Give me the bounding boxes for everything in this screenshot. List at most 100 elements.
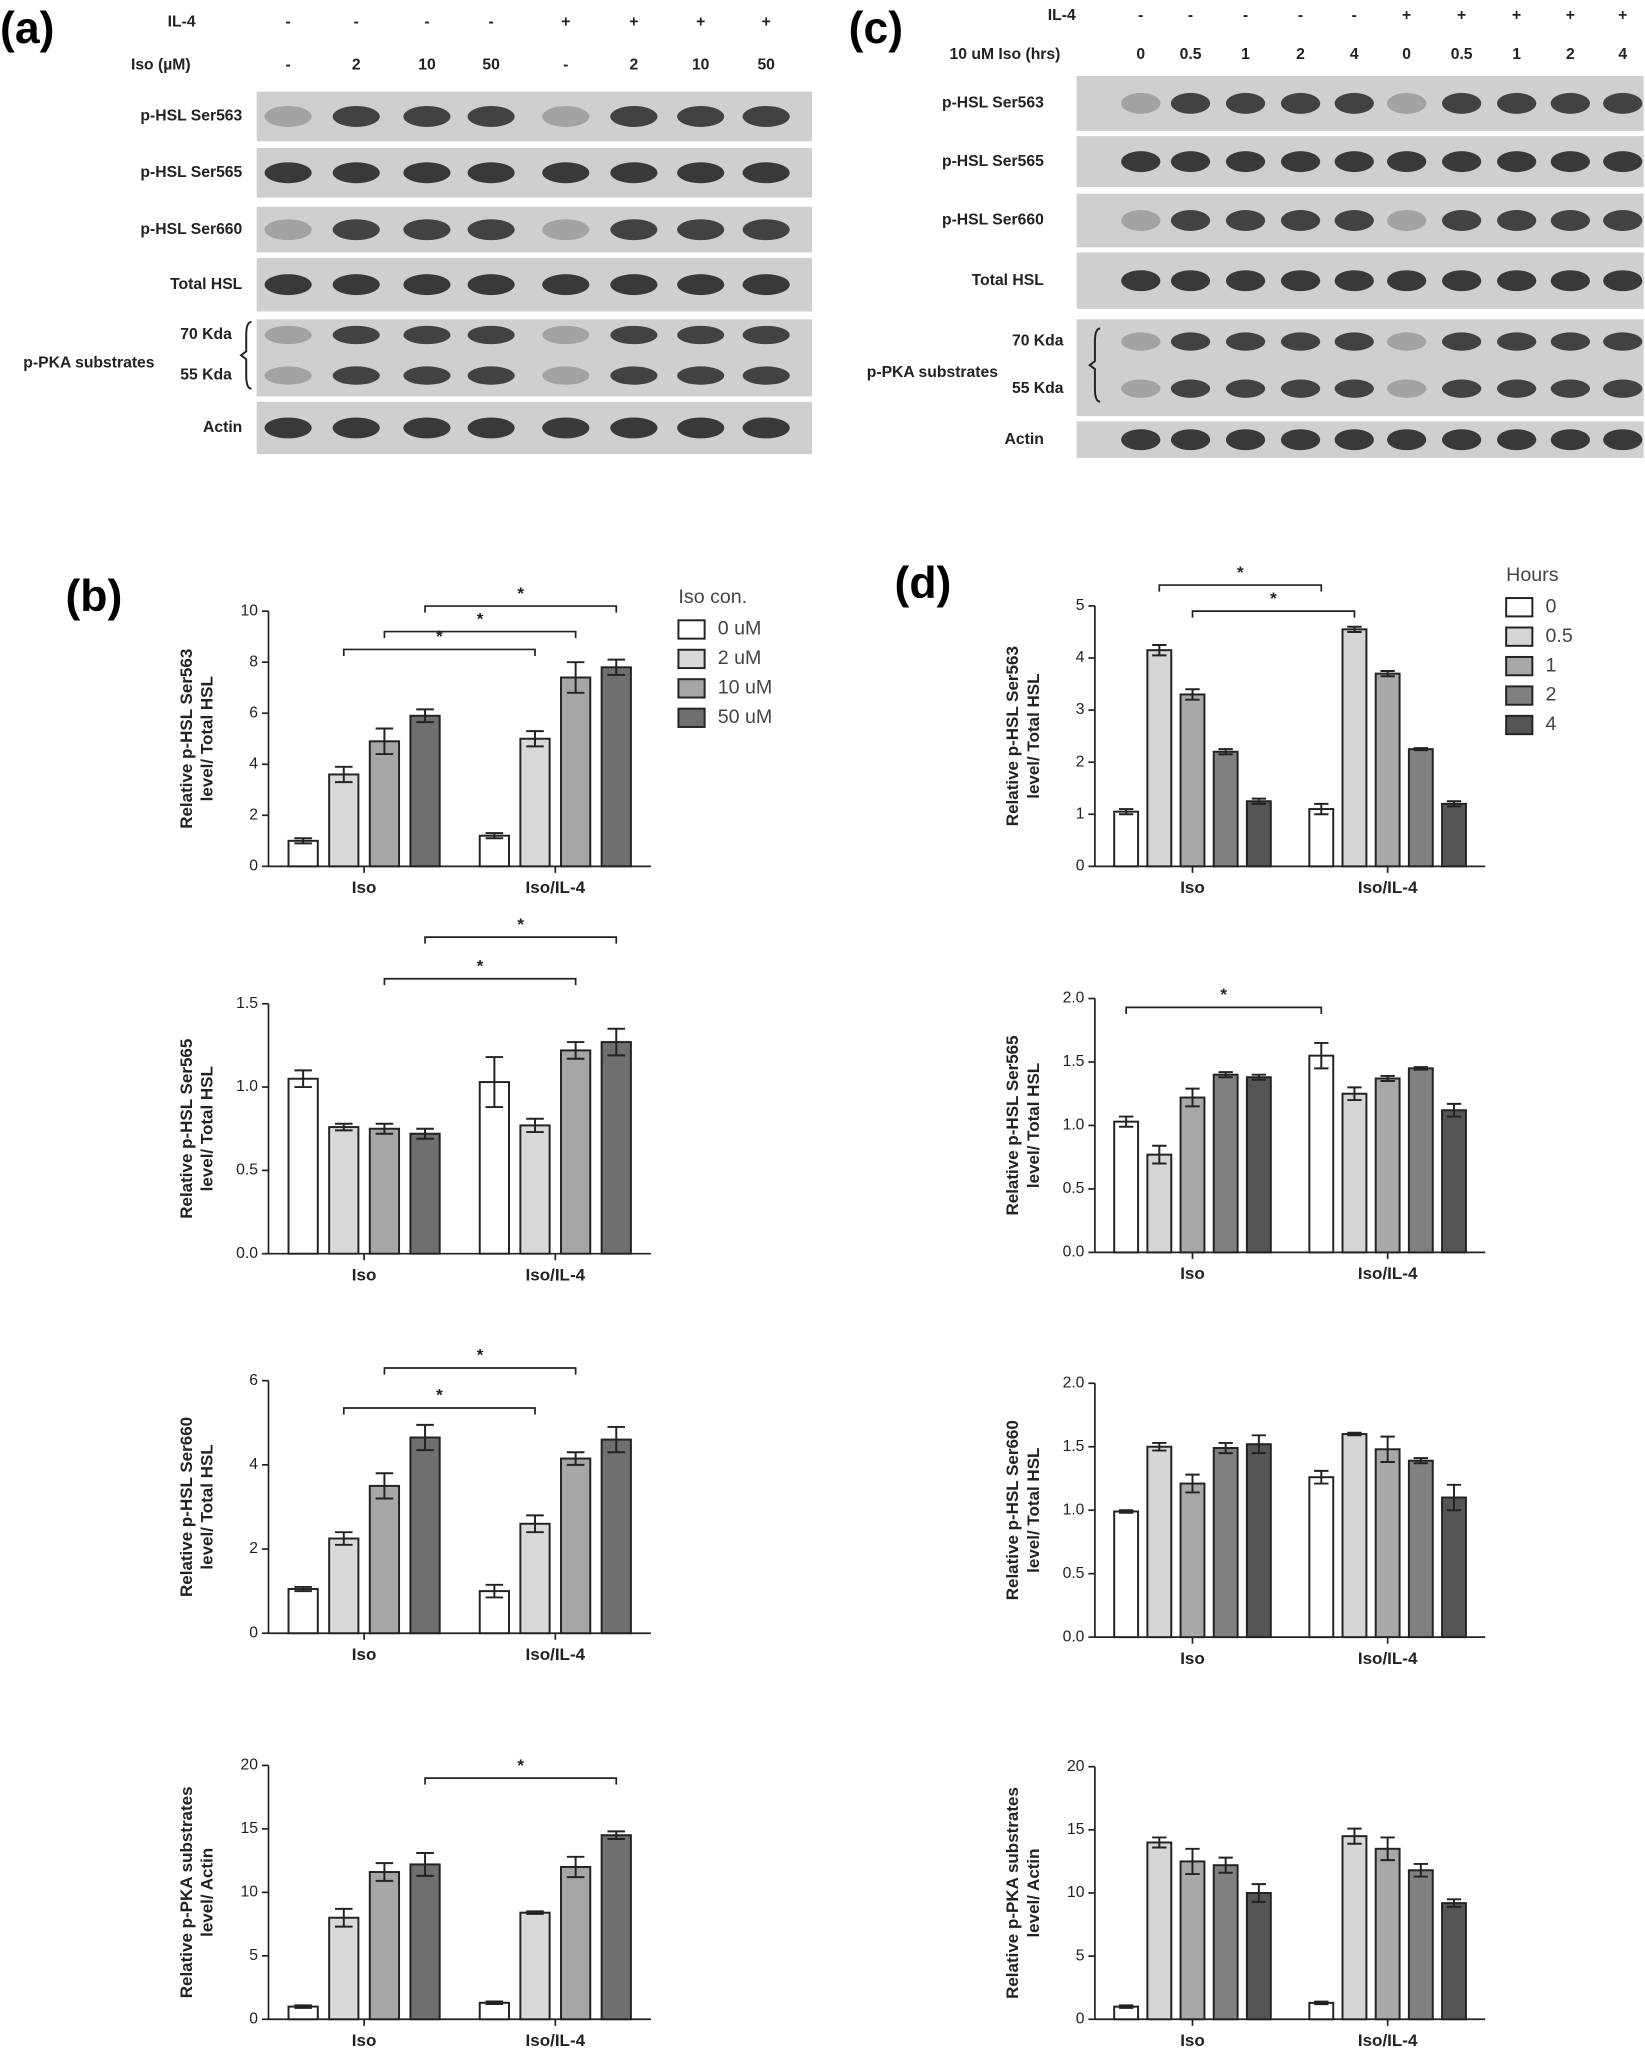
- error-bar: [1380, 670, 1395, 678]
- x-tick-label: Iso/IL-4: [1358, 1264, 1418, 1283]
- lane-label: 0.5: [1451, 46, 1473, 63]
- blot-band: [1170, 210, 1211, 231]
- blot-band: [332, 162, 380, 184]
- significance-bracket: [342, 648, 536, 656]
- y-tick-label: 4: [249, 1456, 258, 1473]
- bar: [1407, 1869, 1434, 2021]
- blot-band: [1334, 210, 1374, 231]
- error-bar: [1347, 1827, 1362, 1845]
- lane-label: -: [1352, 7, 1357, 24]
- bar: [1146, 649, 1173, 868]
- blot-band: [1225, 429, 1266, 451]
- error-bar: [1446, 1483, 1462, 1512]
- bar: [1113, 810, 1140, 868]
- significance-label: *: [436, 627, 443, 646]
- blot-band: [403, 325, 451, 345]
- lane-label: -: [489, 13, 494, 30]
- significance-label: *: [477, 1346, 484, 1365]
- blot-band: [1121, 379, 1161, 398]
- bar: [1308, 2001, 1335, 2021]
- bar: [1374, 672, 1401, 868]
- y-tick-label: 2.0: [1063, 990, 1085, 1007]
- blot-band: [1550, 270, 1590, 292]
- error-bar: [375, 1122, 394, 1135]
- blot-band: [677, 366, 725, 385]
- blot-band: [1280, 429, 1321, 451]
- legend-swatch: [677, 648, 706, 670]
- bar: [1212, 1864, 1239, 2021]
- lane-label: 50: [757, 57, 775, 74]
- legend-label: 4: [1545, 713, 1556, 735]
- y-axis-label: level/ Total HSL: [198, 1444, 217, 1569]
- blot-band: [742, 366, 790, 385]
- bar: [478, 834, 510, 868]
- bar: [1113, 1120, 1140, 1254]
- blot-band: [332, 219, 380, 241]
- error-bar: [1446, 800, 1462, 808]
- error-bar: [1152, 1144, 1167, 1165]
- bar: [600, 1834, 632, 2021]
- bar: [1113, 1510, 1140, 1639]
- blot-band: [742, 274, 790, 296]
- lane-label: +: [1512, 7, 1521, 24]
- significance-bracket: [1158, 584, 1323, 592]
- blot-band: [677, 162, 725, 184]
- significance-label: *: [1237, 563, 1244, 582]
- x-tick-label: Iso: [352, 2031, 377, 2050]
- error-bar: [1185, 688, 1200, 701]
- error-bar: [1218, 1071, 1233, 1079]
- error-bar: [1413, 747, 1428, 752]
- blot-band: [1603, 379, 1643, 398]
- bar: [287, 1077, 319, 1255]
- blot-band: [1441, 332, 1482, 351]
- row-label: p-HSL Ser563: [942, 95, 1044, 112]
- y-tick-label: 0: [249, 858, 258, 875]
- y-tick-label: 1.0: [1063, 1501, 1085, 1518]
- blot-band: [1603, 151, 1643, 173]
- blot-band: [1386, 429, 1427, 451]
- y-tick-label: 2: [1076, 753, 1085, 770]
- blot-band: [1386, 332, 1427, 351]
- blot-band: [610, 325, 658, 345]
- row-label: p-PKA substrates: [867, 364, 998, 381]
- y-tick-label: 1.5: [1063, 1438, 1085, 1455]
- bar: [519, 1522, 551, 1635]
- blot-band: [1497, 92, 1537, 114]
- error-bar: [416, 1423, 434, 1452]
- error-bar: [485, 1056, 504, 1109]
- error-bar: [416, 1127, 434, 1140]
- legend-label: 0 uM: [718, 618, 762, 640]
- lane-label: +: [1566, 7, 1575, 24]
- row-label: Total HSL: [170, 276, 243, 293]
- error-bar: [1251, 1073, 1267, 1081]
- blot-band: [1497, 429, 1537, 451]
- y-tick-label: 0.0: [236, 1245, 258, 1262]
- significance-label: *: [1270, 589, 1277, 608]
- bar: [1212, 750, 1239, 868]
- blot-band: [677, 325, 725, 345]
- error-bar: [335, 765, 353, 784]
- error-bar: [1251, 1883, 1267, 1903]
- y-axis-label: Relative p-HSL Ser563: [1003, 646, 1022, 826]
- blot-band: [1225, 92, 1266, 114]
- blot-band: [264, 162, 312, 184]
- error-bar: [294, 2004, 312, 2009]
- blot-band: [1497, 151, 1537, 173]
- bar: [1308, 1476, 1335, 1639]
- legend-label: 1: [1545, 654, 1556, 676]
- x-tick-label: Iso: [1180, 1649, 1205, 1668]
- significance-label: *: [517, 1756, 524, 1775]
- y-axis-label: Relative p-HSL Ser660: [1003, 1420, 1022, 1600]
- brace: [239, 320, 252, 390]
- lane-label: +: [696, 13, 705, 30]
- blot-band: [1386, 210, 1427, 231]
- bar: [1179, 693, 1206, 868]
- error-bar: [1413, 1862, 1428, 1878]
- blot-band: [1334, 92, 1374, 114]
- lane-label: +: [1457, 7, 1466, 24]
- x-tick-label: Iso/IL-4: [526, 2031, 586, 2050]
- error-bar: [1413, 1457, 1428, 1465]
- error-bar: [375, 1472, 394, 1500]
- error-bar: [294, 837, 312, 845]
- blot-band: [403, 417, 451, 439]
